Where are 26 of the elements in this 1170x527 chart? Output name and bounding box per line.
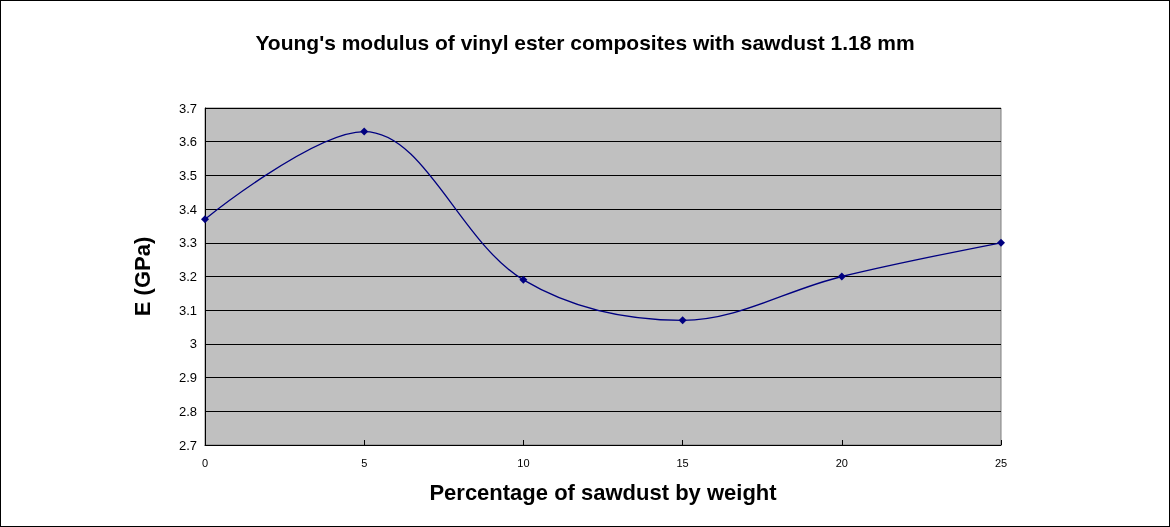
y-tick-label: 2.9 (178, 370, 197, 386)
y-tick-label: 3 (189, 336, 197, 352)
chart-title: Young's modulus of vinyl ester composites with sawdust 1.18 mm (255, 31, 915, 54)
point (360, 127, 369, 136)
x-tick-label: 0 (201, 456, 209, 469)
y-tick-label: 2.8 (178, 403, 197, 419)
y-tick-label: 3.7 (178, 100, 197, 116)
x-axis-title: Percentage of sawdust by weight (429, 479, 778, 505)
x-tick-label: 15 (676, 456, 689, 469)
x-tick-label: 20 (835, 456, 848, 469)
point (678, 316, 687, 325)
y-tick-label: 3.3 (178, 235, 197, 251)
point (519, 275, 528, 284)
y-tick-label: 3.5 (178, 167, 197, 183)
y-tick-label: 2.7 (178, 437, 197, 453)
y-tick-label: 3.4 (178, 201, 197, 217)
y-axis-title: E (GPa) (129, 236, 155, 317)
y-tick-label: 3.1 (178, 302, 197, 318)
point (997, 238, 1005, 247)
point (201, 215, 209, 224)
y-tick-label: 3.6 (178, 134, 197, 150)
x-tick-label: 5 (361, 456, 368, 469)
point (837, 272, 846, 281)
x-tick-label: 10 (517, 456, 530, 469)
x-tick-label: 25 (994, 456, 1008, 469)
y-tick-label: 3.2 (178, 269, 197, 284)
